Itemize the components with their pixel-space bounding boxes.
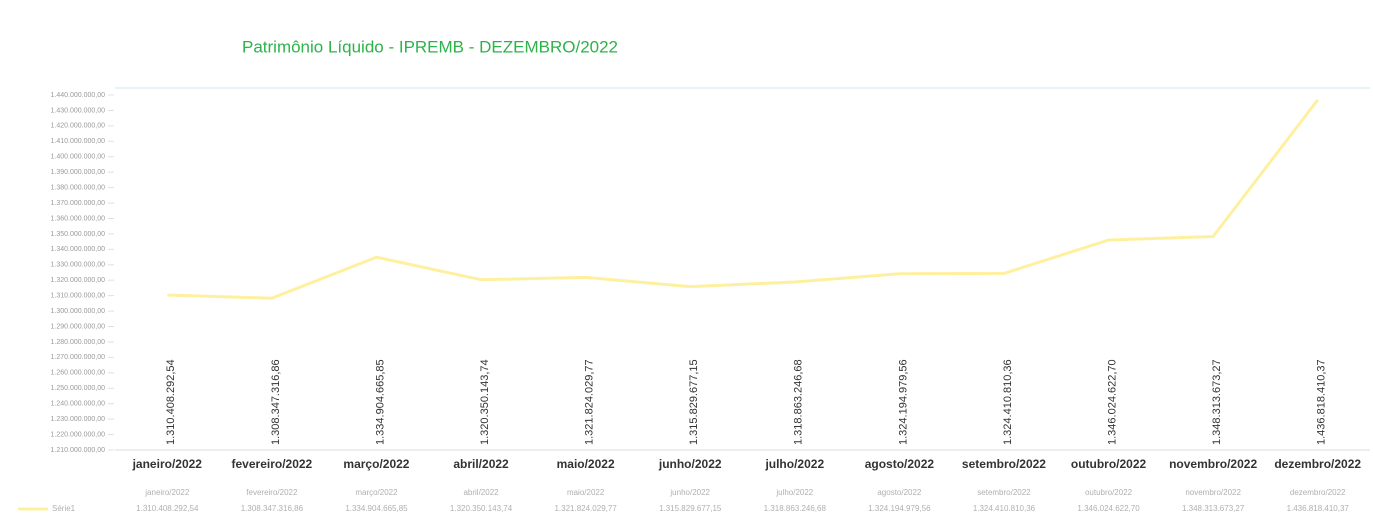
data-label: 1.320.350.143,74 — [479, 359, 491, 445]
y-tick-label: 1.440.000.000,00 — [51, 92, 106, 99]
data-label: 1.346.024.622,70 — [1106, 359, 1118, 445]
x-tick-label: março/2022 — [343, 457, 409, 471]
y-tick-label: 1.400.000.000,00 — [51, 154, 106, 161]
x-tick-label: junho/2022 — [658, 457, 722, 471]
data-label: 1.321.824.029,77 — [584, 359, 596, 445]
data-label: 1.318.863.246,68 — [793, 359, 805, 445]
table-category: janeiro/2022 — [144, 488, 190, 497]
table-category: outubro/2022 — [1085, 488, 1133, 497]
y-tick-label: 1.220.000.000,00 — [51, 431, 106, 438]
data-label: 1.436.818.410,37 — [1316, 359, 1328, 445]
y-tick-label: 1.270.000.000,00 — [51, 354, 106, 361]
table-value: 1.334.904.665,85 — [345, 504, 408, 513]
table-category: agosto/2022 — [877, 488, 922, 497]
table-category: abril/2022 — [463, 488, 499, 497]
table-value: 1.324.410.810,36 — [973, 504, 1036, 513]
table-category: julho/2022 — [775, 488, 813, 497]
table-value: 1.308.347.316,86 — [241, 504, 304, 513]
table-value: 1.346.024.622,70 — [1077, 504, 1140, 513]
x-tick-label: julho/2022 — [764, 457, 824, 471]
y-tick-label: 1.360.000.000,00 — [51, 215, 106, 222]
table-category: dezembro/2022 — [1290, 488, 1346, 497]
y-tick-label: 1.380.000.000,00 — [51, 184, 106, 191]
data-label: 1.324.194.979,56 — [897, 359, 909, 445]
y-tick-label: 1.370.000.000,00 — [51, 200, 106, 207]
x-tick-label: abril/2022 — [453, 457, 509, 471]
table-category: maio/2022 — [567, 488, 605, 497]
y-tick-label: 1.280.000.000,00 — [51, 339, 106, 346]
y-tick-label: 1.420.000.000,00 — [51, 123, 106, 130]
y-tick-label: 1.320.000.000,00 — [51, 277, 106, 284]
table-value: 1.310.408.292,54 — [136, 504, 199, 513]
y-tick-label: 1.290.000.000,00 — [51, 323, 106, 330]
x-tick-label: janeiro/2022 — [132, 457, 203, 471]
x-tick-label: agosto/2022 — [865, 457, 935, 471]
y-tick-label: 1.330.000.000,00 — [51, 262, 106, 269]
x-tick-label: dezembro/2022 — [1274, 457, 1361, 471]
y-tick-label: 1.300.000.000,00 — [51, 308, 106, 315]
x-tick-label: novembro/2022 — [1169, 457, 1257, 471]
y-tick-label: 1.260.000.000,00 — [51, 370, 106, 377]
table-value: 1.324.194.979,56 — [868, 504, 931, 513]
y-tick-label: 1.390.000.000,00 — [51, 169, 106, 176]
legend-label: Série1 — [52, 504, 76, 513]
data-label: 1.308.347.316,86 — [270, 359, 282, 445]
y-tick-label: 1.350.000.000,00 — [51, 231, 106, 238]
table-value: 1.348.313.673,27 — [1182, 504, 1245, 513]
table-category: fevereiro/2022 — [246, 488, 298, 497]
x-tick-label: maio/2022 — [557, 457, 615, 471]
data-label: 1.324.410.810,36 — [1002, 359, 1014, 445]
x-tick-label: fevereiro/2022 — [232, 457, 313, 471]
table-category: junho/2022 — [669, 488, 710, 497]
table-value: 1.436.818.410,37 — [1287, 504, 1350, 513]
table-value: 1.315.829.677,15 — [659, 504, 722, 513]
x-tick-label: setembro/2022 — [962, 457, 1046, 471]
y-tick-label: 1.310.000.000,00 — [51, 292, 106, 299]
data-line — [167, 98, 1319, 300]
y-tick-label: 1.250.000.000,00 — [51, 385, 106, 392]
data-label: 1.310.408.292,54 — [165, 359, 177, 445]
chart-title: Patrimônio Líquido - IPREMB - DEZEMBRO/2… — [242, 37, 618, 56]
data-label: 1.315.829.677,15 — [688, 359, 700, 445]
y-tick-label: 1.230.000.000,00 — [51, 416, 106, 423]
table-category: novembro/2022 — [1185, 488, 1241, 497]
y-tick-label: 1.430.000.000,00 — [51, 107, 106, 114]
table-value: 1.320.350.143,74 — [450, 504, 513, 513]
y-tick-label: 1.240.000.000,00 — [51, 401, 106, 408]
table-category: setembro/2022 — [977, 488, 1031, 497]
data-label: 1.348.313.673,27 — [1211, 359, 1223, 445]
y-tick-label: 1.410.000.000,00 — [51, 138, 106, 145]
table-value: 1.321.824.029,77 — [554, 504, 617, 513]
data-label: 1.334.904.665,85 — [374, 359, 386, 445]
table-value: 1.318.863.246,68 — [764, 504, 827, 513]
y-tick-label: 1.210.000.000,00 — [51, 447, 106, 454]
y-tick-label: 1.340.000.000,00 — [51, 246, 106, 253]
table-category: março/2022 — [355, 488, 398, 497]
x-tick-label: outubro/2022 — [1071, 457, 1147, 471]
